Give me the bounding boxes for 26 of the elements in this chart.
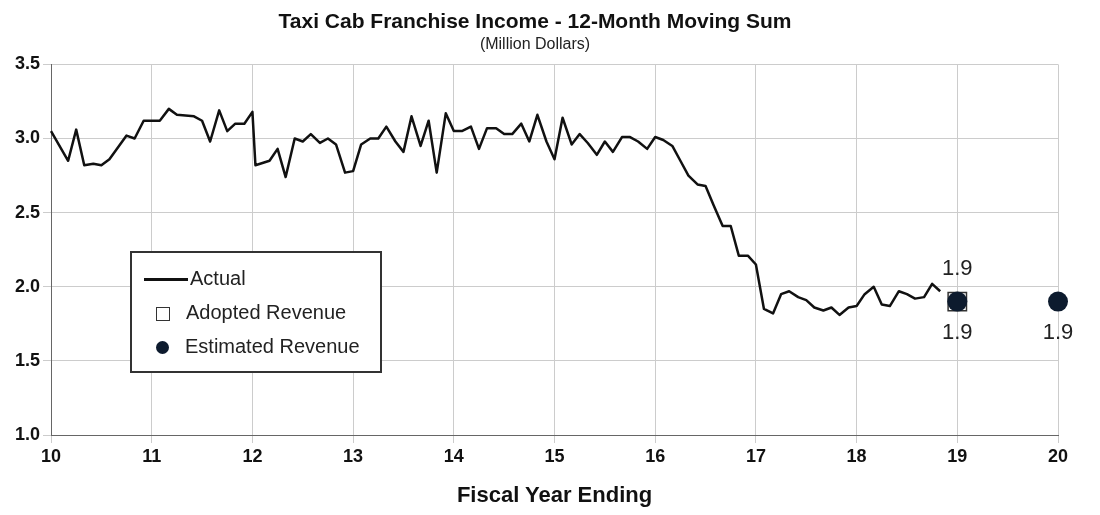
y-tick-label: 1.0 <box>14 423 41 444</box>
y-tick-label: 3.5 <box>14 53 41 74</box>
y-tick-label: 1.5 <box>14 349 41 370</box>
x-tick-label: 14 <box>443 445 464 466</box>
legend-label: Adopted Revenue <box>186 301 347 323</box>
x-tick-label: 10 <box>41 445 62 466</box>
x-axis-title: Fiscal Year Ending <box>456 481 653 507</box>
data-label: 1.9 <box>942 318 973 344</box>
x-tick-label: 13 <box>343 445 364 466</box>
y-tick-label: 3.0 <box>14 127 41 148</box>
legend-label: Actual <box>190 267 246 289</box>
data-label: 1.9 <box>942 254 973 280</box>
x-tick-label: 16 <box>645 445 666 466</box>
y-tick-label: 2.5 <box>14 201 41 222</box>
chart-title: Taxi Cab Franchise Income - 12-Month Moving Sum <box>278 9 792 33</box>
x-tick-label: 18 <box>846 445 867 466</box>
legend-label: Estimated Revenue <box>185 335 360 357</box>
x-tick-label: 12 <box>242 445 263 466</box>
data-label: 1.9 <box>1042 318 1074 344</box>
x-tick-label: 19 <box>947 445 968 466</box>
x-tick-label: 17 <box>745 445 766 466</box>
x-tick-label: 15 <box>544 445 565 466</box>
y-tick-label: 2.0 <box>14 275 41 296</box>
x-tick-label: 11 <box>142 445 162 466</box>
chart-subtitle: (Million Dollars) <box>479 35 591 53</box>
x-tick-label: 20 <box>1047 445 1069 466</box>
